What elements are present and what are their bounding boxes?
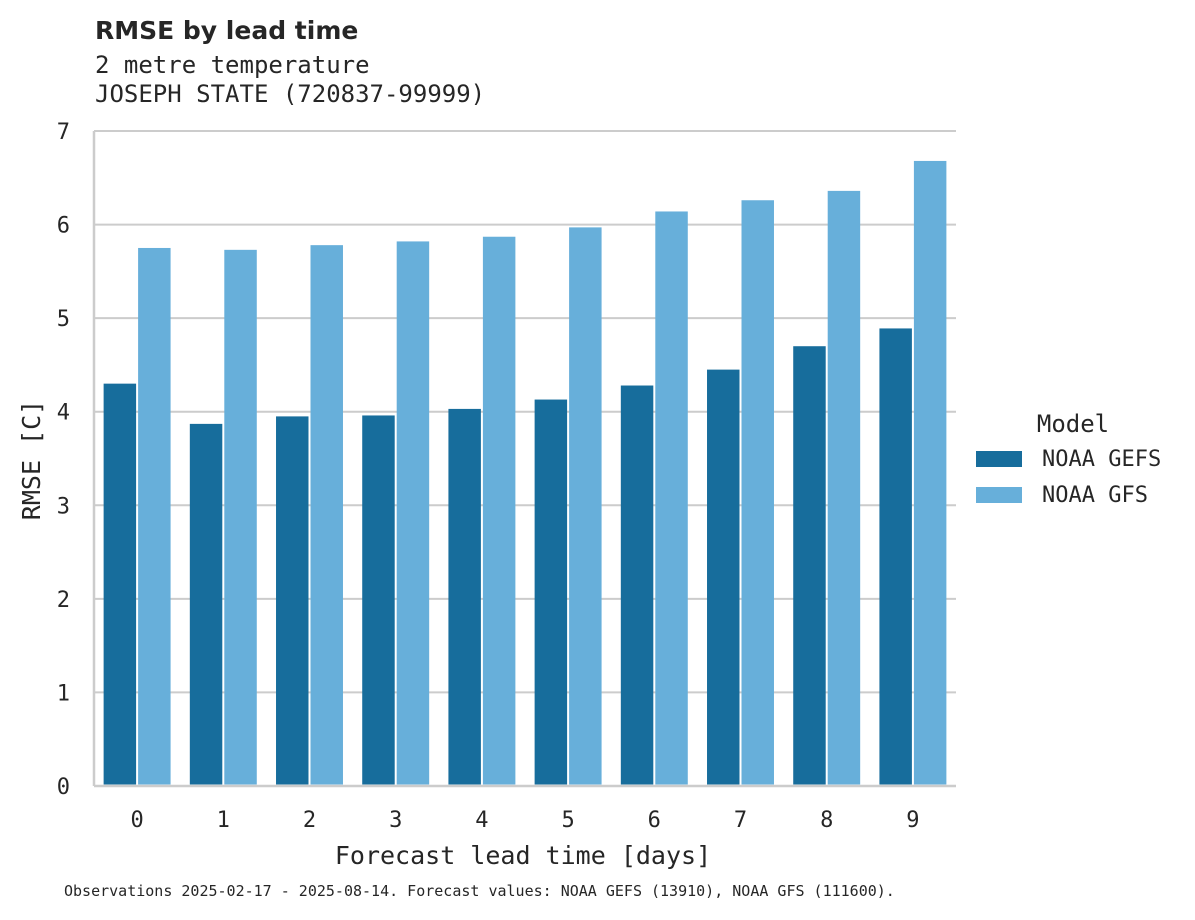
bar-noaa-gefs-4	[448, 408, 481, 785]
axes	[92, 131, 956, 788]
y-tick-label: 3	[57, 494, 70, 519]
bar-noaa-gfs-9	[913, 160, 947, 785]
y-tick-label: 1	[57, 681, 70, 706]
bar-noaa-gefs-6	[620, 385, 654, 785]
bar-noaa-gefs-8	[793, 346, 826, 785]
x-tick-label: 8	[820, 808, 833, 833]
bar-noaa-gfs-1	[224, 249, 257, 785]
legend-title: Model	[1037, 410, 1109, 438]
x-axis-label: Forecast lead time [days]	[335, 841, 711, 870]
bar-noaa-gfs-5	[569, 227, 602, 785]
bar-noaa-gefs-3	[362, 415, 395, 785]
bar-noaa-gfs-7	[741, 200, 774, 785]
bar-noaa-gfs-4	[482, 236, 516, 785]
x-tick-label: 7	[734, 808, 747, 833]
legend-label: NOAA GFS	[1042, 483, 1148, 508]
bars	[103, 160, 947, 785]
grid-lines	[94, 130, 956, 694]
bar-noaa-gefs-0	[103, 383, 137, 785]
x-tick-label: 9	[906, 808, 919, 833]
chart-subtitle-station: JOSEPH STATE (720837-99999)	[95, 80, 486, 108]
x-tick-label: 6	[648, 808, 661, 833]
bar-noaa-gefs-5	[534, 399, 568, 785]
footnote: Observations 2025-02-17 - 2025-08-14. Fo…	[64, 882, 895, 900]
x-tick-label: 5	[561, 808, 574, 833]
legend-label: NOAA GEFS	[1042, 447, 1161, 472]
bar-noaa-gefs-7	[707, 369, 740, 785]
bar-noaa-gefs-9	[879, 328, 912, 785]
x-tick-label: 2	[303, 808, 316, 833]
bar-noaa-gefs-1	[189, 423, 223, 785]
legend-swatch	[976, 451, 1022, 467]
y-axis-label: RMSE [C]	[17, 400, 46, 520]
x-tick-label: 3	[389, 808, 402, 833]
y-tick-label: 0	[57, 775, 70, 800]
x-tick-labels: 0 1 2 3 4 5 6 7 8 9	[130, 808, 919, 833]
x-tick-label: 1	[217, 808, 230, 833]
x-tick-label: 0	[130, 808, 143, 833]
y-tick-labels: 0 1 2 3 4 5 6 7	[57, 120, 70, 800]
y-tick-label: 6	[57, 214, 70, 239]
bar-noaa-gefs-2	[276, 416, 309, 785]
chart-title: RMSE by lead time	[95, 16, 359, 45]
legend: Model NOAA GEFS NOAA GFS	[976, 410, 1161, 508]
y-tick-label: 5	[57, 307, 70, 332]
bar-noaa-gfs-8	[827, 190, 861, 785]
bar-noaa-gfs-0	[138, 247, 171, 785]
bar-noaa-gfs-3	[396, 241, 430, 785]
bar-noaa-gfs-6	[655, 211, 688, 785]
bar-noaa-gfs-2	[310, 245, 343, 785]
x-tick-label: 4	[475, 808, 488, 833]
legend-swatch	[976, 487, 1022, 503]
y-tick-label: 2	[57, 588, 70, 613]
chart-subtitle-variable: 2 metre temperature	[95, 51, 370, 79]
y-tick-label: 4	[57, 401, 70, 426]
y-tick-label: 7	[57, 120, 70, 145]
